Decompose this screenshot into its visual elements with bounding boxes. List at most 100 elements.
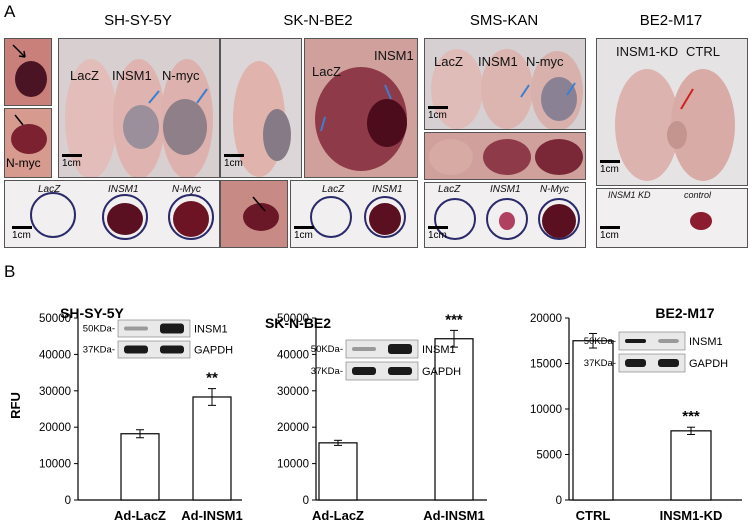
y-tick-label: 50000 — [39, 313, 71, 325]
tumor-label-lacz: LacZ — [438, 184, 461, 195]
blot-band — [625, 339, 646, 343]
bar-chart-be2-m17: 0 5000 10000 15000 20000 BE2-M17 CTRL *** INSM1-… — [530, 305, 742, 523]
y-tick-label: 50000 — [277, 313, 309, 325]
x-category-label: Ad-LacZ — [312, 508, 364, 523]
cell-title-be2-m17: BE2-M17 — [639, 12, 703, 29]
photo-sk-n-be2-inset — [220, 180, 288, 248]
scale-bar: 1cm — [12, 226, 32, 241]
blot-band — [658, 339, 679, 343]
blot-band — [160, 345, 184, 354]
tumor-label-control: control — [684, 190, 712, 200]
blot-band — [124, 326, 148, 331]
blot-band — [658, 359, 679, 367]
label-ctrl: CTRL — [686, 44, 720, 59]
label-lacz: LacZ — [70, 68, 99, 83]
tumor-label-nmyc: N-Myc — [540, 184, 569, 195]
tumor-label-insm1: INSM1 — [372, 184, 403, 195]
tumor-label-insm1: INSM1 — [490, 184, 521, 195]
y-tick-label: 0 — [556, 495, 562, 507]
panel-a-letter: A — [4, 2, 16, 21]
y-tick-label: 15000 — [530, 359, 562, 371]
blot-protein-label: INSM1 — [689, 336, 723, 348]
x-category-label: Ad-INSM1 — [181, 508, 242, 523]
tumor-label-insm1-kd: INSM1 KD — [608, 190, 651, 200]
blot-kda-label: 50KDa- — [83, 324, 115, 335]
scale-bar: 1cm — [600, 160, 620, 175]
y-tick-label: 40000 — [277, 349, 309, 361]
chart-title: BE2-M17 — [655, 305, 714, 321]
y-tick-label: 20000 — [39, 422, 71, 434]
x-category-label: Ad-LacZ — [114, 508, 166, 523]
label-insm1: INSM1 — [478, 54, 518, 69]
chart-be2-m17: 0 5000 10000 15000 20000 BE2-M17 CTRL *** INSM1-… — [495, 290, 750, 525]
blot-strip — [618, 331, 686, 351]
cell-title-sh-sy-5y: SH-SY-5Y — [104, 12, 172, 29]
bar-ctrl — [572, 340, 614, 501]
tumor-label-nmyc: N-Myc — [172, 184, 201, 195]
y-tick-label: 10000 — [39, 459, 71, 471]
blot-protein-label: INSM1 — [194, 324, 228, 336]
blot-band — [388, 367, 412, 375]
blot-band — [160, 323, 184, 334]
blot-kda-label: 37KDa- — [584, 358, 616, 369]
panel-b-letter: B — [4, 262, 16, 281]
photo-sh-sy-5y-inset-top — [4, 38, 52, 106]
photo-sh-sy-5y-tumors — [4, 180, 220, 248]
photo-sk-n-be2-tumors — [290, 180, 418, 248]
blot-kda-label: 37KDa- — [83, 345, 115, 356]
label-lacz: LacZ — [312, 64, 341, 79]
photo-be2-m17-tumors — [596, 188, 748, 248]
blot-kda-label: 37KDa- — [311, 366, 343, 377]
blot-kda-label: 50KDa- — [311, 344, 343, 355]
significance-label: ** — [206, 370, 218, 387]
label-nmyc: N-myc — [162, 68, 200, 83]
bar-ad-insm1 — [434, 338, 474, 501]
x-category-label: CTRL — [576, 508, 611, 523]
photo-sk-n-be2-dissected — [304, 38, 418, 178]
tumor-label-insm1: INSM1 — [108, 184, 139, 195]
blot-band — [625, 359, 646, 367]
blot-protein-label: GAPDH — [194, 345, 233, 357]
scale-bar: 1cm — [224, 154, 244, 169]
photo-sh-sy-5y-mice — [58, 38, 220, 178]
blot-band — [352, 367, 376, 375]
scale-bar: 1cm — [428, 106, 448, 121]
photo-sms-kan-mice — [424, 38, 586, 130]
y-tick-label: 0 — [65, 495, 71, 507]
bar-ad-insm1 — [192, 396, 232, 501]
significance-label: *** — [445, 311, 463, 328]
photo-sms-kan-dissected — [424, 132, 586, 180]
y-tick-label: 30000 — [39, 386, 71, 398]
blot-protein-label: GAPDH — [422, 366, 461, 378]
blot-protein-label: GAPDH — [689, 358, 728, 370]
label-lacz: LacZ — [434, 54, 463, 69]
scale-bar: 1cm — [62, 154, 82, 169]
photo-sms-kan-tumors — [424, 182, 586, 248]
chart-title: SK-N-BE2 — [265, 315, 331, 331]
x-category-label: Ad-INSM1 — [423, 508, 484, 523]
bar-ad-lacz — [120, 433, 160, 501]
blot-band — [124, 345, 148, 354]
blot-protein-label: INSM1 — [422, 344, 456, 356]
blot-band — [388, 344, 412, 354]
scale-bar: 1cm — [600, 226, 620, 241]
significance-label: *** — [682, 408, 700, 425]
blot-strip — [117, 340, 191, 359]
tumor-label-lacz: LacZ — [322, 184, 345, 195]
chart-sh-sy-5y: 0 10000 20000 30000 40000 50000 SH-SY-5Y Ad-Lac… — [0, 290, 250, 525]
bar-insm1-kd — [670, 430, 712, 501]
cell-title-sms-kan: SMS-KAN — [469, 12, 539, 29]
cell-title-sk-n-be2: SK-N-BE2 — [283, 12, 353, 29]
y-tick-label: 0 — [303, 495, 309, 507]
blot-strip — [345, 361, 419, 381]
tumor-label-lacz: LacZ — [38, 184, 61, 195]
y-tick-label: 30000 — [277, 386, 309, 398]
photo-sh-sy-5y-inset-nmyc — [4, 108, 52, 178]
chart-title: SH-SY-5Y — [60, 305, 124, 321]
label-nmyc: N-myc — [526, 54, 564, 69]
y-tick-label: 10000 — [277, 459, 309, 471]
y-tick-label: 5000 — [536, 450, 562, 462]
blot-band — [352, 347, 376, 351]
